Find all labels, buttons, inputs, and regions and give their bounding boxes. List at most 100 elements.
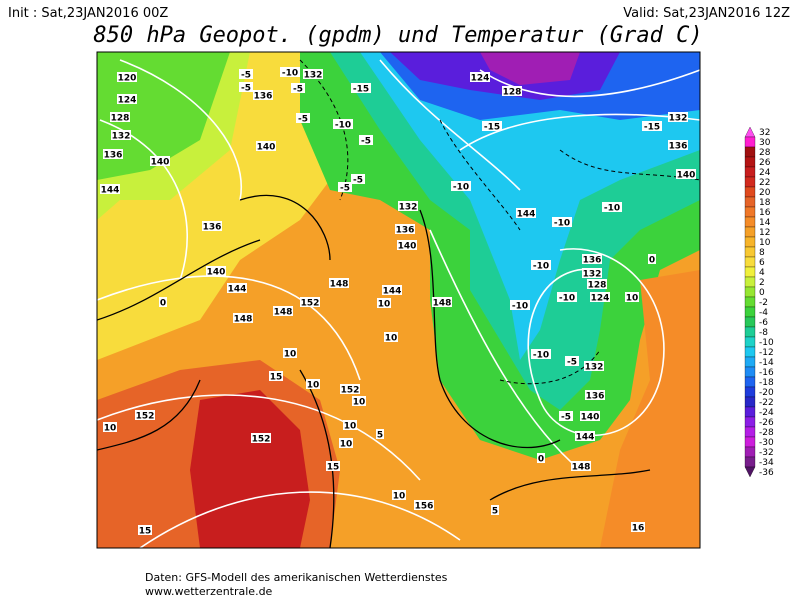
footer-source: Daten: GFS-Modell des amerikanischen Wet… xyxy=(145,571,448,584)
label-box xyxy=(642,121,662,131)
colorbar-label: -4 xyxy=(759,308,768,318)
label-box xyxy=(397,240,417,250)
label-box xyxy=(333,119,353,129)
contour-label: -10 xyxy=(282,69,298,79)
contour-label: -10 xyxy=(533,262,549,272)
contour-label: -15 xyxy=(644,123,660,133)
label-box xyxy=(351,174,365,184)
colorbar-cell xyxy=(744,246,756,258)
contour-label: -5 xyxy=(561,413,571,423)
colorbar-cell xyxy=(744,316,756,328)
colorbar-label: -16 xyxy=(759,368,774,378)
colorbar-label: -20 xyxy=(759,388,774,398)
label-box xyxy=(585,390,605,400)
label-box xyxy=(510,300,530,310)
contour-label: 128 xyxy=(111,114,130,124)
colorbar-label: -8 xyxy=(759,328,768,338)
contour-label: 144 xyxy=(383,287,402,297)
contour-label: 144 xyxy=(517,210,536,220)
contour-label: -10 xyxy=(533,351,549,361)
colorbar-label: -14 xyxy=(759,358,774,368)
colorbar-cell xyxy=(744,466,756,478)
label-box xyxy=(451,181,471,191)
colorbar-cell xyxy=(744,446,756,458)
colorbar-cell xyxy=(744,426,756,438)
label-box xyxy=(206,266,226,276)
label-box xyxy=(625,292,639,302)
contour-label: 136 xyxy=(583,256,602,266)
colorbar-cell xyxy=(744,386,756,398)
label-box xyxy=(676,169,696,179)
label-box xyxy=(582,268,602,278)
contour-label: 132 xyxy=(399,203,418,213)
colorbar-label: 8 xyxy=(759,248,765,258)
contour-label: 144 xyxy=(101,186,120,196)
colorbar-label: 0 xyxy=(759,288,765,298)
label-box xyxy=(251,433,271,443)
contour-label: -5 xyxy=(353,176,363,186)
label-box xyxy=(432,297,452,307)
contour-label: -5 xyxy=(567,358,577,368)
contour-label: -5 xyxy=(361,137,371,147)
colorbar-cell xyxy=(744,146,756,158)
label-box xyxy=(269,371,283,381)
colorbar-cell xyxy=(744,346,756,358)
contour-label: 152 xyxy=(341,386,360,396)
contour-label: -5 xyxy=(241,71,251,81)
contour-label: 132 xyxy=(304,71,323,81)
contour-label: -15 xyxy=(353,85,369,95)
label-box xyxy=(552,217,572,227)
contour-label: -10 xyxy=(604,204,620,214)
colorbar-label: 24 xyxy=(759,168,771,178)
label-box xyxy=(103,422,117,432)
label-box xyxy=(100,184,120,194)
contour-label: 136 xyxy=(669,142,688,152)
colorbar-cell xyxy=(744,236,756,248)
contour-label: 0 xyxy=(649,256,655,266)
label-box xyxy=(110,112,130,122)
colorbar-label: 10 xyxy=(759,238,771,248)
label-box xyxy=(414,500,434,510)
colorbar-cell xyxy=(744,356,756,368)
colorbar-label: 30 xyxy=(759,138,771,148)
colorbar-cell xyxy=(744,416,756,428)
label-box xyxy=(351,83,371,93)
colorbar-cell xyxy=(744,436,756,448)
colorbar-cell xyxy=(744,396,756,408)
label-box xyxy=(273,306,293,316)
label-box xyxy=(392,490,406,500)
label-box xyxy=(377,298,391,308)
colorbar-label: -10 xyxy=(759,338,774,348)
region xyxy=(190,390,310,548)
label-box xyxy=(138,525,152,535)
contour-label: 15 xyxy=(327,463,340,473)
label-box xyxy=(227,283,247,293)
colorbar-cell xyxy=(744,166,756,178)
colorbar-cell xyxy=(744,406,756,418)
label-box xyxy=(329,278,349,288)
contour-label: 10 xyxy=(344,422,357,432)
init-time: Init : Sat,23JAN2016 00Z xyxy=(8,6,168,21)
label-box xyxy=(575,431,595,441)
colorbar-label: -22 xyxy=(759,398,774,408)
contour-label: 124 xyxy=(471,74,490,84)
contour-label: 10 xyxy=(393,492,406,502)
label-box xyxy=(584,361,604,371)
contour-label: 136 xyxy=(586,392,605,402)
footer-url: www.wetterzentrale.de xyxy=(145,585,273,598)
contour-label: 140 xyxy=(398,242,417,252)
label-box xyxy=(531,349,551,359)
colorbar-cell xyxy=(744,366,756,378)
label-box xyxy=(580,411,600,421)
label-box xyxy=(359,135,373,145)
contour-label: 132 xyxy=(585,363,604,373)
contour-label: 152 xyxy=(301,299,320,309)
label-box xyxy=(306,379,320,389)
height-contour xyxy=(97,59,700,548)
label-box xyxy=(283,348,297,358)
label-box xyxy=(590,292,610,302)
contour-label: -10 xyxy=(512,302,528,312)
contour-label: 148 xyxy=(572,463,591,473)
label-box xyxy=(557,292,577,302)
